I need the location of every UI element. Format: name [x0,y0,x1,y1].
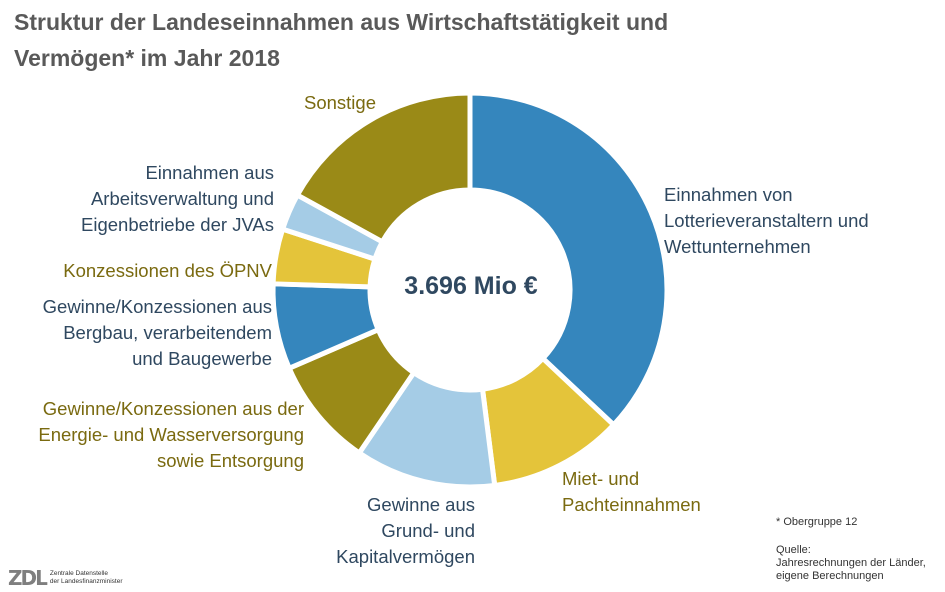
slice-label-3-line-2: Grund- und [381,520,475,541]
donut-slice-8 [294,90,473,245]
slice-label-2-line-1: Miet- und [562,468,640,489]
zdl-logo: ZDL Zentrale Datenstelle der Landesfinan… [8,566,122,590]
slice-label-4-line-2: Energie- und Wasserversorgung [38,424,304,445]
slice-label-4: Gewinne/Konzessionen aus der Energie- und… [10,396,304,474]
slice-label-7-line-3: Eigenbetriebe der JVAs [81,214,274,235]
slice-label-4-line-1: Gewinne/Konzessionen aus der [42,398,304,419]
slice-label-5-line-1: Gewinne/Konzessionen aus [42,296,272,317]
chart-title-line-2: Vermögen* im Jahr 2018 [14,45,280,71]
chart-title: Struktur der Landeseinnahmen aus Wirtsch… [14,4,814,76]
slice-label-6-line-1: Konzessionen des ÖPNV [63,260,272,281]
slice-label-4-line-3: sowie Entsorgung [156,450,304,471]
slice-label-5: Gewinne/Konzessionen aus Bergbau, verarbe… [10,294,272,372]
slice-label-1-line-3: Wettunternehmen [664,236,811,257]
source-line-3: eigene Berechnungen [776,570,884,582]
slice-label-2-line-2: Pachteinnahmen [562,494,701,515]
slice-label-8-line-1: Sonstige [304,92,376,113]
source-line-2: Jahresrechnungen der Länder, [776,557,926,569]
slice-label-1-line-2: Lotterieveranstaltern und [664,210,869,231]
slice-label-2: Miet- und Pachteinnahmen [562,466,701,518]
slice-label-5-line-3: und Baugewerbe [132,348,272,369]
zdl-logo-line-1: Zentrale Datenstelle [49,570,109,577]
zdl-logo-line-2: der Landesfinanzminister [49,578,123,585]
slice-label-1-line-1: Einnahmen von [664,184,793,205]
slice-label-7: Einnahmen aus Arbeitsverwaltung und Eigenb… [10,160,274,238]
slice-label-7-line-1: Einnahmen aus [145,162,274,183]
slice-label-5-line-2: Bergbau, verarbeitendem [63,322,272,343]
zdl-logo-text: Zentrale Datenstelle der Landesfinanzmin… [50,570,123,586]
slice-label-6: Konzessionen des ÖPNV [10,258,272,284]
slice-label-3: Gewinne aus Grund- und Kapitalvermögen [335,492,475,570]
chart-title-line-1: Struktur der Landeseinnahmen aus Wirtsch… [14,9,669,35]
slice-label-1: Einnahmen von Lotterieveranstaltern und We… [664,182,869,260]
slice-label-3-line-3: Kapitalvermögen [336,546,475,567]
donut-slice-1 [467,90,670,428]
zdl-logo-mark: ZDL [8,566,48,590]
source-line-1: Quelle: [776,544,811,556]
slice-label-7-line-2: Arbeitsverwaltung und [90,188,274,209]
total-label: 3.696 Mio € [404,272,538,300]
source-note: Quelle: Jahresrechnungen der Länder, eig… [776,544,926,583]
footnote: * Obergruppe 12 [776,516,858,528]
slice-label-8: Sonstige [304,90,376,116]
slice-label-3-line-1: Gewinne aus [367,494,475,515]
